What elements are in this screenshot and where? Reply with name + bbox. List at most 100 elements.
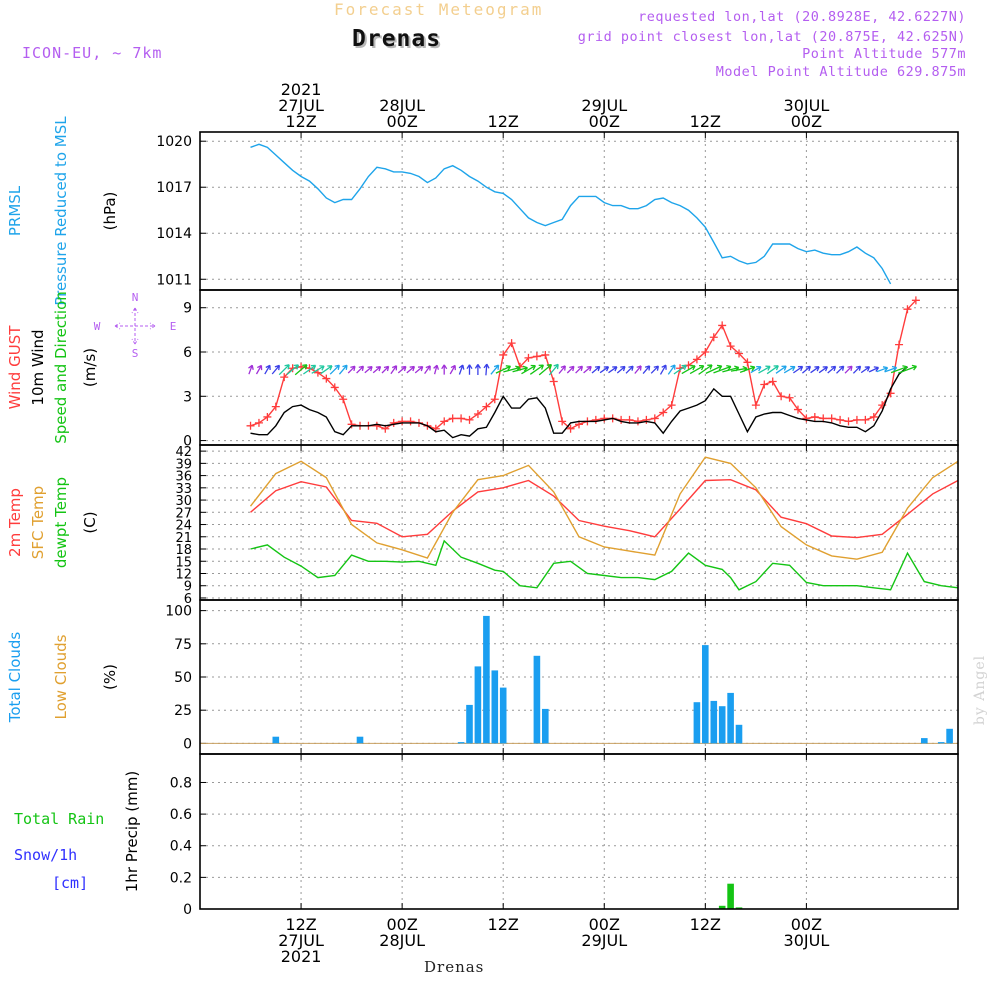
- pressure-axis-label: PRMSL: [6, 185, 24, 236]
- wind-direction-arrow: [538, 363, 553, 376]
- temp-axis-label: 2m Temp: [6, 488, 24, 557]
- wind-direction-arrow: [766, 365, 779, 375]
- compass-south: S: [132, 347, 139, 360]
- wind-direction-arrow: [458, 364, 465, 375]
- gust-point: [667, 401, 676, 410]
- bottom-time-label: 29JUL: [581, 931, 627, 950]
- wind-series-line: [250, 299, 917, 430]
- bottom-time-label: 00Z: [589, 915, 620, 934]
- gust-point: [633, 417, 642, 426]
- wind-direction-arrow: [801, 365, 812, 374]
- wind-direction-arrow: [616, 365, 626, 374]
- wind-direction-arrow: [529, 364, 545, 375]
- bottom-time-label: 00Z: [791, 915, 822, 934]
- gust-point: [718, 321, 727, 330]
- wind-direction-arrow: [255, 364, 263, 375]
- temp-series-line: [249, 456, 959, 560]
- bottom-time-label: 00Z: [386, 915, 417, 934]
- top-time-label: 00Z: [386, 112, 417, 131]
- wind-axis-label: (m/s): [81, 348, 99, 387]
- bottom-time-label: 27JUL: [278, 931, 324, 950]
- temp-tick-label: 18: [175, 543, 192, 558]
- clouds-tick-label: 50: [174, 670, 192, 686]
- gust-point: [541, 350, 550, 359]
- compass-rose: [114, 307, 156, 345]
- wind-direction-arrow: [673, 364, 687, 375]
- clouds-tick-label: 25: [174, 703, 192, 719]
- wind-direction-arrow: [890, 365, 908, 374]
- gust-point: [549, 377, 558, 386]
- gust-point: [339, 395, 348, 404]
- temp-tick-label: 33: [175, 482, 192, 497]
- point-altitude: Point Altitude 577m: [802, 46, 966, 62]
- chart-subtitle: Forecast Meteogram: [334, 0, 544, 19]
- wind-direction-arrow: [424, 365, 431, 374]
- gust-point: [254, 418, 263, 427]
- wind-direction-arrow: [364, 365, 373, 374]
- precip-panel-frame: [199, 753, 959, 910]
- pressure-tick-label: 1020: [156, 134, 192, 150]
- top-time-label: 12Z: [488, 112, 519, 131]
- wind-direction-arrow: [650, 365, 660, 374]
- top-time-label: 29JUL: [581, 96, 627, 115]
- precip-bar: [727, 883, 734, 909]
- clouds-tick-label: 0: [183, 736, 192, 752]
- clouds-bar: [356, 736, 364, 744]
- wind-direction-arrow: [381, 365, 390, 374]
- gust-point: [827, 414, 836, 423]
- pressure-panel-frame: [199, 131, 959, 291]
- wind-direction-arrow: [852, 365, 862, 374]
- temp-series-line: [250, 478, 959, 539]
- gust-point: [751, 401, 760, 410]
- clouds-axis-label: Total Clouds: [6, 632, 24, 724]
- clouds-axis-label: (%): [101, 664, 119, 690]
- footer-location: Drenas: [424, 958, 485, 976]
- compass-west: W: [94, 320, 101, 333]
- wind-direction-arrow: [466, 364, 473, 375]
- wind-direction-arrow: [810, 366, 820, 374]
- gust-point: [692, 355, 701, 364]
- gust-point: [246, 421, 255, 430]
- wind-direction-arrow: [490, 364, 500, 375]
- top-time-label: 12Z: [690, 112, 721, 131]
- precip-tick-label: 0.6: [170, 807, 192, 823]
- gust-point: [406, 417, 415, 426]
- clouds-bar: [457, 742, 465, 744]
- precip-snow-label: Snow/1h: [14, 846, 77, 864]
- gust-point: [524, 353, 533, 362]
- wind-direction-arrow: [286, 364, 300, 375]
- wind-direction-arrow: [311, 365, 325, 374]
- wind-direction-arrow: [512, 365, 528, 373]
- temp-tick-label: 42: [175, 445, 192, 460]
- wind-direction-arrow: [844, 365, 853, 374]
- clouds-bar: [718, 706, 726, 744]
- wind-tick-label: 9: [183, 301, 192, 317]
- precip-tick-label: 0.2: [170, 870, 192, 886]
- clouds-bar: [693, 702, 701, 744]
- wind-direction-arrow: [860, 366, 871, 374]
- wind-axis-label: Wind GUST: [6, 325, 24, 410]
- wind-direction-arrow: [433, 364, 440, 375]
- gust-point: [465, 415, 474, 424]
- wind-direction-arrow: [750, 365, 762, 374]
- gust-point: [347, 420, 356, 429]
- gust-point: [659, 408, 668, 417]
- gust-point: [482, 402, 491, 411]
- wind-direction-arrow: [583, 365, 592, 374]
- wind-direction-arrow: [248, 364, 254, 375]
- gust-point: [735, 349, 744, 358]
- gust-point: [743, 358, 752, 367]
- wind-direction-arrow: [783, 365, 796, 374]
- top-time-label: 27JUL: [278, 96, 324, 115]
- gust-point: [642, 415, 651, 424]
- bottom-time-label: 12Z: [690, 915, 721, 934]
- wind-direction-arrow: [758, 365, 771, 374]
- top-time-label: 2021: [281, 80, 322, 99]
- wind-direction-arrow: [347, 365, 356, 374]
- wind-direction-arrow: [739, 365, 756, 374]
- gust-point: [903, 305, 912, 314]
- clouds-bar: [946, 728, 953, 744]
- clouds-axis-label: Low Clouds: [52, 634, 70, 719]
- wind-direction-arrow: [521, 364, 536, 375]
- temp-tick-label: 36: [175, 470, 192, 485]
